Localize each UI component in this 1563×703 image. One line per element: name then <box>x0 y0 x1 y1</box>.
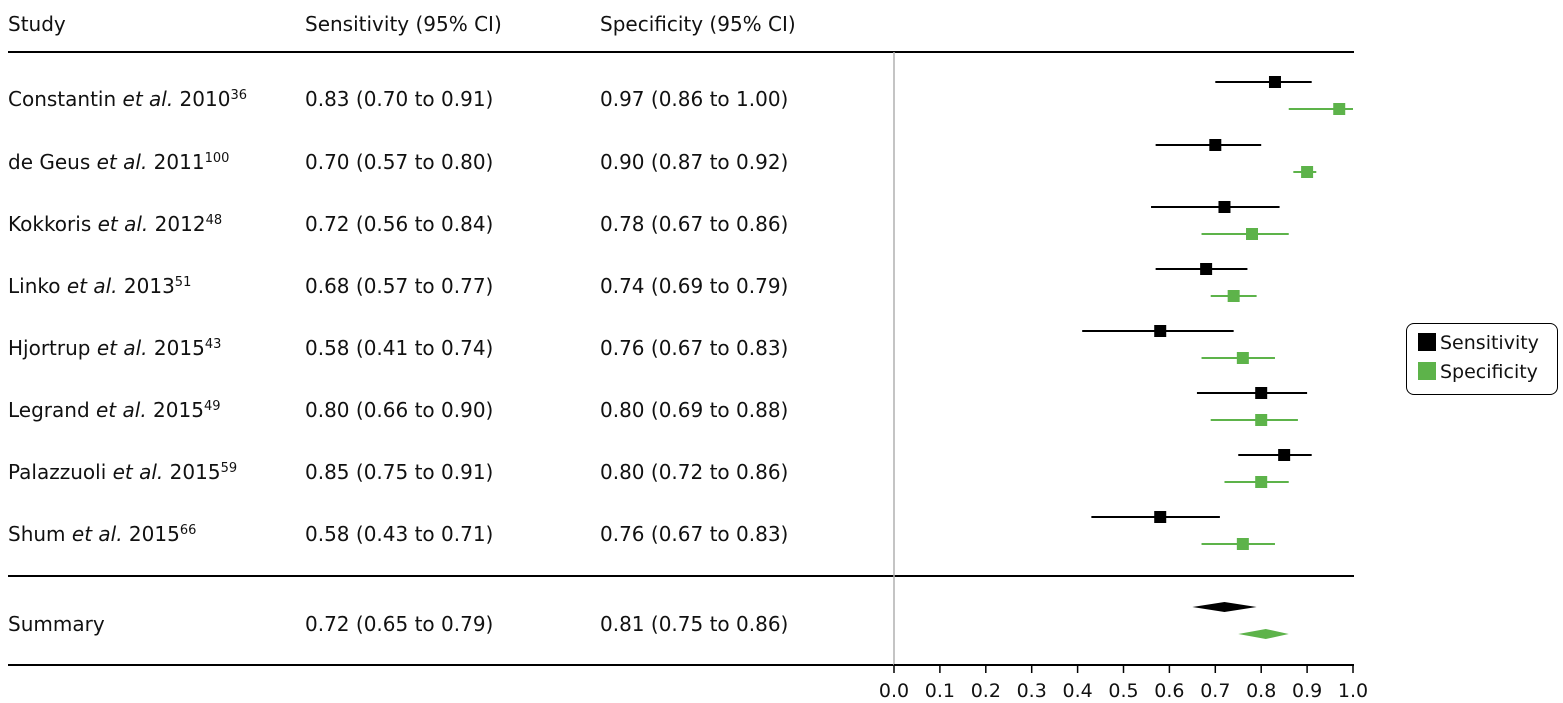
sensitivity-point <box>1200 263 1213 275</box>
x-tick-label: 0.9 <box>1292 680 1322 702</box>
sensitivity-value: 0.68 (0.57 to 0.77) <box>305 274 494 298</box>
sensitivity-value: 0.83 (0.70 to 0.91) <box>305 87 494 111</box>
specificity-point <box>1255 476 1268 488</box>
sensitivity-summary-diamond <box>1192 602 1257 612</box>
study-name: de Geus et al. 2011100 <box>8 150 230 174</box>
bottom-rule <box>8 664 1354 666</box>
sensitivity-point <box>1209 139 1222 151</box>
specificity-value: 0.80 (0.69 to 0.88) <box>600 398 789 422</box>
specificity-swatch <box>1418 362 1436 380</box>
x-tick-label: 0.5 <box>1108 680 1138 702</box>
specificity-value: 0.78 (0.67 to 0.86) <box>600 212 789 236</box>
sensitivity-value: 0.70 (0.57 to 0.80) <box>305 150 494 174</box>
sensitivity-value: 0.58 (0.41 to 0.74) <box>305 336 494 360</box>
sensitivity-value: 0.72 (0.56 to 0.84) <box>305 212 494 236</box>
header-rule <box>8 51 1354 53</box>
legend-item-sensitivity: Sensitivity <box>1418 332 1539 354</box>
specificity-value: 0.97 (0.86 to 1.00) <box>600 87 789 111</box>
study-name: Kokkoris et al. 201248 <box>8 212 223 236</box>
specificity-point <box>1255 414 1268 426</box>
legend-label-specificity: Specificity <box>1440 361 1538 383</box>
x-tick-label: 0.0 <box>879 680 909 702</box>
sensitivity-point <box>1255 387 1268 399</box>
x-tick-label: 0.2 <box>971 680 1001 702</box>
specificity-value: 0.76 (0.67 to 0.83) <box>600 522 789 546</box>
specificity-point <box>1236 352 1249 364</box>
specificity-value: 0.90 (0.87 to 0.92) <box>600 150 789 174</box>
sensitivity-point <box>1154 511 1167 523</box>
specificity-point <box>1227 290 1240 302</box>
sensitivity-point <box>1218 201 1231 213</box>
specificity-summary-diamond <box>1238 629 1289 639</box>
x-tick-label: 0.4 <box>1062 680 1092 702</box>
x-tick-label: 0.8 <box>1246 680 1276 702</box>
sensitivity-point <box>1268 76 1281 88</box>
header-study: Study <box>8 12 66 36</box>
sensitivity-value: 0.58 (0.43 to 0.71) <box>305 522 494 546</box>
summary-sensitivity-value: 0.72 (0.65 to 0.79) <box>305 612 494 636</box>
study-name: Constantin et al. 201036 <box>8 87 248 111</box>
x-tick-label: 1.0 <box>1338 680 1368 702</box>
specificity-value: 0.74 (0.69 to 0.79) <box>600 274 789 298</box>
specificity-point <box>1301 166 1314 178</box>
header-specificity: Specificity (95% CI) <box>600 12 796 36</box>
x-tick-label: 0.3 <box>1017 680 1047 702</box>
specificity-point <box>1236 538 1249 550</box>
study-name: Hjortrup et al. 201543 <box>8 336 222 360</box>
x-tick-label: 0.7 <box>1200 680 1230 702</box>
header-sensitivity: Sensitivity (95% CI) <box>305 12 502 36</box>
study-name: Linko et al. 201351 <box>8 274 192 298</box>
legend-item-specificity: Specificity <box>1418 361 1538 383</box>
study-name: Shum et al. 201566 <box>8 522 197 546</box>
study-name: Legrand et al. 201549 <box>8 398 221 422</box>
x-tick-label: 0.1 <box>925 680 955 702</box>
specificity-point <box>1333 103 1346 115</box>
summary-specificity-value: 0.81 (0.75 to 0.86) <box>600 612 789 636</box>
specificity-value: 0.76 (0.67 to 0.83) <box>600 336 789 360</box>
specificity-value: 0.80 (0.72 to 0.86) <box>600 460 789 484</box>
legend-label-sensitivity: Sensitivity <box>1440 332 1539 354</box>
summary-rule <box>8 575 1354 577</box>
study-name: Palazzuoli et al. 201559 <box>8 460 238 484</box>
summary-label: Summary <box>8 612 105 636</box>
sensitivity-point <box>1154 325 1167 337</box>
legend: Sensitivity Specificity <box>1406 323 1558 395</box>
sensitivity-value: 0.80 (0.66 to 0.90) <box>305 398 494 422</box>
sensitivity-point <box>1278 449 1291 461</box>
sensitivity-swatch <box>1418 333 1436 351</box>
x-tick-label: 0.6 <box>1154 680 1184 702</box>
sensitivity-value: 0.85 (0.75 to 0.91) <box>305 460 494 484</box>
specificity-point <box>1246 228 1259 240</box>
